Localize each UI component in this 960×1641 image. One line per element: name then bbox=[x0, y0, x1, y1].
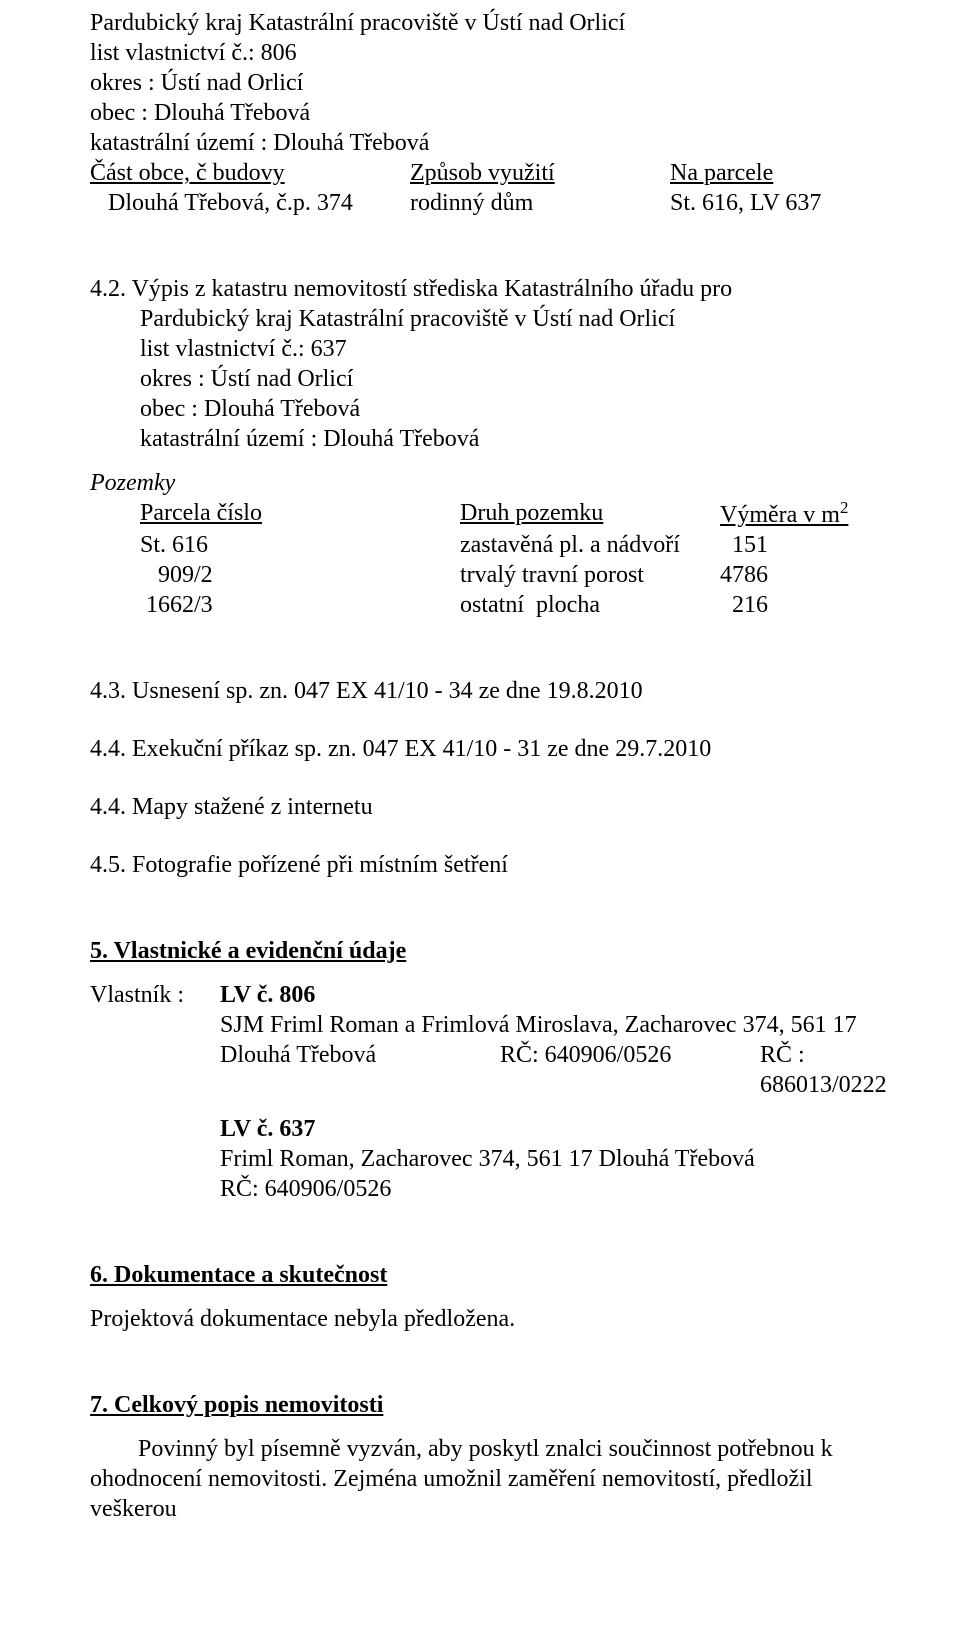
col-header: Způsob využití bbox=[410, 158, 670, 188]
text-line: list vlastnictví č.: 806 bbox=[90, 38, 890, 68]
parcels-table: Parcela číslo Druh pozemku Výměra v m2 S… bbox=[90, 498, 890, 620]
text-line: obec : Dlouhá Třebová bbox=[90, 394, 890, 424]
text-line: okres : Ústí nad Orlicí bbox=[90, 364, 890, 394]
cell: 151 bbox=[720, 530, 890, 560]
cell: 909/2 bbox=[140, 560, 460, 590]
cell: St. 616 bbox=[140, 530, 460, 560]
table-row: 1662/3 ostatní plocha 216 bbox=[140, 590, 890, 620]
section-44a-line: 4.4. Exekuční příkaz sp. zn. 047 EX 41/1… bbox=[90, 734, 890, 764]
section-7-body-line: Povinný byl písemně vyzván, aby poskytl … bbox=[90, 1434, 890, 1464]
cell: zastavěná pl. a nádvoří bbox=[460, 530, 720, 560]
table-header-row: Parcela číslo Druh pozemku Výměra v m2 bbox=[140, 498, 890, 530]
owner-details: LV č. 806 SJM Friml Roman a Frimlová Mir… bbox=[220, 980, 890, 1204]
cell: 4786 bbox=[720, 560, 890, 590]
section-7-body-line: ohodnocení nemovitosti. Zejména umožnil … bbox=[90, 1464, 890, 1524]
text-line: Pardubický kraj Katastrální pracoviště v… bbox=[90, 304, 890, 334]
section-6-body: Projektová dokumentace nebyla předložena… bbox=[90, 1304, 890, 1334]
text-line: okres : Ústí nad Orlicí bbox=[90, 68, 890, 98]
col-header-text: Výměra v m bbox=[720, 502, 840, 528]
text-line: obec : Dlouhá Třebová bbox=[90, 98, 890, 128]
lv637-line: RČ: 640906/0526 bbox=[220, 1174, 890, 1204]
text-line: katastrální území : Dlouhá Třebová bbox=[90, 128, 890, 158]
section-5-heading: 5. Vlastnické a evidenční údaje bbox=[90, 936, 890, 966]
text-line: 4.2. Výpis z katastru nemovitostí středi… bbox=[90, 274, 890, 304]
subsection-label: Pozemky bbox=[90, 468, 890, 498]
table-row: 909/2 trvalý travní porost 4786 bbox=[140, 560, 890, 590]
cell: 1662/3 bbox=[140, 590, 460, 620]
cell: rodinný dům bbox=[410, 188, 670, 218]
col-header: Druh pozemku bbox=[460, 498, 720, 530]
col-header: Výměra v m2 bbox=[720, 498, 890, 530]
cell: 216 bbox=[720, 590, 890, 620]
table-header-row: Část obce, č budovy Způsob využití Na pa… bbox=[90, 158, 890, 188]
rc-part: RČ: 640906/0526 bbox=[500, 1040, 760, 1100]
lv806-label: LV č. 806 bbox=[220, 980, 890, 1010]
cell: ostatní plocha bbox=[460, 590, 720, 620]
col-header: Parcela číslo bbox=[140, 498, 460, 530]
table-row: St. 616 zastavěná pl. a nádvoří 151 bbox=[140, 530, 890, 560]
col-header: Část obce, č budovy bbox=[90, 158, 410, 188]
section-41-block: Pardubický kraj Katastrální pracoviště v… bbox=[90, 8, 890, 218]
section-44b-line: 4.4. Mapy stažené z internetu bbox=[90, 792, 890, 822]
section-43-line: 4.3. Usnesení sp. zn. 047 EX 41/10 - 34 … bbox=[90, 676, 890, 706]
lv806-rc-line: Dlouhá Třebová RČ: 640906/0526 RČ : 6860… bbox=[220, 1040, 890, 1100]
superscript: 2 bbox=[840, 498, 848, 517]
text-line: Pardubický kraj Katastrální pracoviště v… bbox=[90, 8, 890, 38]
section-6-heading: 6. Dokumentace a skutečnost bbox=[90, 1260, 890, 1290]
col-header: Na parcele bbox=[670, 158, 890, 188]
rc-part: Dlouhá Třebová bbox=[220, 1040, 500, 1100]
cell: St. 616, LV 637 bbox=[670, 188, 890, 218]
section-7-heading: 7. Celkový popis nemovitosti bbox=[90, 1390, 890, 1420]
text-line: list vlastnictví č.: 637 bbox=[90, 334, 890, 364]
section-45-line: 4.5. Fotografie pořízené při místním šet… bbox=[90, 850, 890, 880]
section-42-block: 4.2. Výpis z katastru nemovitostí středi… bbox=[90, 274, 890, 620]
lv806-line: SJM Friml Roman a Frimlová Miroslava, Za… bbox=[220, 1010, 890, 1040]
cell: trvalý travní porost bbox=[460, 560, 720, 590]
lv637-label: LV č. 637 bbox=[220, 1114, 890, 1144]
cell: Dlouhá Třebová, č.p. 374 bbox=[90, 188, 410, 218]
rc-part: RČ : 686013/0222 bbox=[760, 1040, 890, 1100]
table-row: Dlouhá Třebová, č.p. 374 rodinný dům St.… bbox=[90, 188, 890, 218]
owner-block: Vlastník : LV č. 806 SJM Friml Roman a F… bbox=[90, 980, 890, 1204]
text-line: katastrální území : Dlouhá Třebová bbox=[90, 424, 890, 454]
owner-label: Vlastník : bbox=[90, 980, 220, 1204]
lv637-line: Friml Roman, Zacharovec 374, 561 17 Dlou… bbox=[220, 1144, 890, 1174]
